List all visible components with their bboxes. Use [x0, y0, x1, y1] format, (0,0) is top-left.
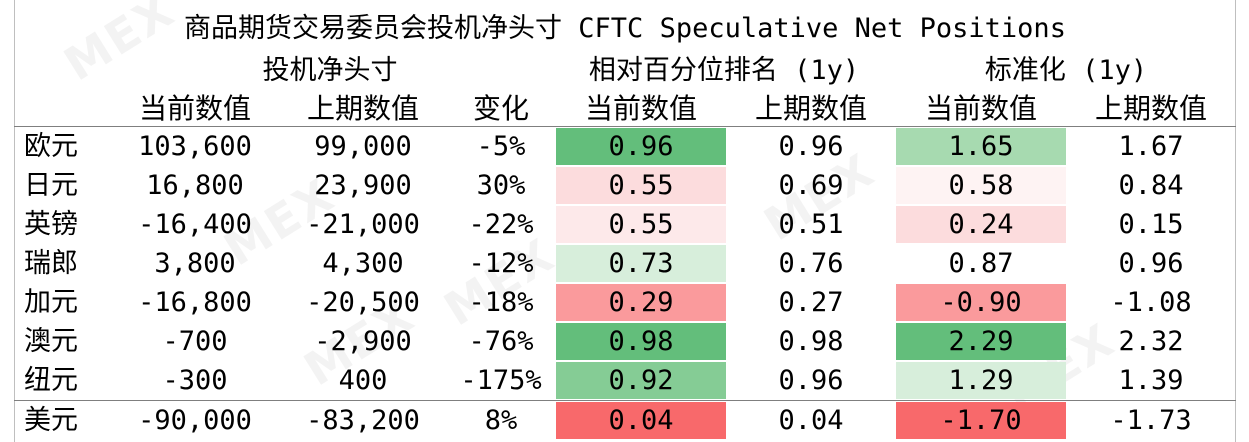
previous-value: -2,900 — [314, 326, 412, 357]
std-current: 1.29 — [896, 362, 1066, 399]
table-row: 日元 16,800 23,900 30% 0.55 0.69 0.58 0.84 — [14, 166, 1236, 205]
change-value: -5% — [476, 131, 526, 162]
group-header-net-positions: 投机净头寸 — [262, 55, 398, 86]
std-current: 2.29 — [896, 323, 1066, 360]
std-previous: 0.15 — [1118, 209, 1184, 240]
std-previous: -1.08 — [1110, 287, 1192, 318]
rank-previous: 0.27 — [778, 287, 844, 318]
change-value: -22% — [468, 209, 534, 240]
rank-previous: 0.96 — [778, 365, 844, 396]
change-value: -175% — [460, 365, 542, 396]
group-header-standardized: 标准化 (1y) — [984, 55, 1148, 86]
rank-current: 0.92 — [556, 362, 726, 399]
rank-current: 0.04 — [556, 402, 726, 439]
rank-current: 0.98 — [556, 323, 726, 360]
std-current: 0.24 — [896, 206, 1066, 243]
currency-name: 加元 — [24, 287, 78, 318]
std-previous: 2.32 — [1118, 326, 1184, 357]
change-value: -12% — [468, 248, 534, 279]
previous-value: 400 — [338, 365, 388, 396]
current-value: 16,800 — [146, 170, 244, 201]
current-value: -700 — [162, 326, 228, 357]
change-value: -76% — [468, 326, 534, 357]
std-current: -0.90 — [896, 284, 1066, 321]
table-row: 英镑 -16,400 -21,000 -22% 0.55 0.51 0.24 0… — [14, 205, 1236, 244]
rank-current: 0.96 — [556, 128, 726, 165]
column-header-change: 变化 — [472, 92, 529, 125]
current-value: 3,800 — [154, 248, 236, 279]
table-row: 美元 -90,000 -83,200 8% 0.04 0.04 -1.70 -1… — [14, 401, 1236, 440]
rank-previous: 0.98 — [778, 326, 844, 357]
left-border — [14, 0, 15, 442]
previous-value: 4,300 — [322, 248, 404, 279]
std-current: -1.70 — [896, 402, 1066, 439]
table-title: 商品期货交易委员会投机净头寸 CFTC Speculative Net Posi… — [184, 13, 1066, 44]
right-border — [1235, 0, 1236, 442]
previous-value: 23,900 — [314, 170, 412, 201]
std-previous: 1.39 — [1118, 365, 1184, 396]
currency-name: 澳元 — [24, 326, 78, 357]
table-row: 澳元 -700 -2,900 -76% 0.98 0.98 2.29 2.32 — [14, 322, 1236, 361]
change-value: 30% — [476, 170, 526, 201]
column-header-previous-value: 上期数值 — [306, 92, 419, 125]
column-header-current-value: 当前数值 — [138, 92, 251, 125]
std-previous: -1.73 — [1110, 405, 1192, 436]
std-previous: 0.96 — [1118, 248, 1184, 279]
rank-current: 0.55 — [556, 206, 726, 243]
std-current: 0.58 — [896, 167, 1066, 204]
currency-name: 日元 — [24, 170, 78, 201]
rank-previous: 0.51 — [778, 209, 844, 240]
column-header-rank-previous: 上期数值 — [754, 92, 867, 125]
previous-value: 99,000 — [314, 131, 412, 162]
column-header-std-previous: 上期数值 — [1094, 92, 1207, 125]
std-previous: 1.67 — [1118, 131, 1184, 162]
std-current: 1.65 — [896, 128, 1066, 165]
currency-name: 美元 — [24, 405, 78, 436]
group-header-percentile-rank: 相对百分位排名 (1y) — [588, 55, 860, 86]
previous-value: -20,500 — [306, 287, 420, 318]
table-row: 瑞郎 3,800 4,300 -12% 0.73 0.76 0.87 0.96 — [14, 244, 1236, 283]
rank-previous: 0.76 — [778, 248, 844, 279]
std-previous: 0.84 — [1118, 170, 1184, 201]
table-row: 纽元 -300 400 -175% 0.92 0.96 1.29 1.39 — [14, 361, 1236, 400]
rank-current: 0.55 — [556, 167, 726, 204]
rank-previous: 0.69 — [778, 170, 844, 201]
header-divider — [14, 126, 1236, 127]
rank-current: 0.29 — [556, 284, 726, 321]
change-value: -18% — [468, 287, 534, 318]
current-value: -90,000 — [138, 405, 252, 436]
column-header-rank-current: 当前数值 — [584, 92, 697, 125]
column-header-std-current: 当前数值 — [924, 92, 1037, 125]
previous-value: -21,000 — [306, 209, 420, 240]
current-value: 103,600 — [138, 131, 252, 162]
table-row: 欧元 103,600 99,000 -5% 0.96 0.96 1.65 1.6… — [14, 127, 1236, 166]
change-value: 8% — [484, 405, 518, 436]
table-row: 加元 -16,800 -20,500 -18% 0.29 0.27 -0.90 … — [14, 283, 1236, 322]
usd-row-divider — [14, 400, 1236, 401]
currency-name: 纽元 — [24, 365, 78, 396]
rank-previous: 0.04 — [778, 405, 844, 436]
rank-current: 0.73 — [556, 245, 726, 282]
previous-value: -83,200 — [306, 405, 420, 436]
current-value: -16,800 — [138, 287, 252, 318]
currency-name: 英镑 — [24, 209, 78, 240]
current-value: -300 — [162, 365, 228, 396]
currency-name: 欧元 — [24, 131, 78, 162]
std-current: 0.87 — [948, 248, 1014, 279]
rank-previous: 0.96 — [778, 131, 844, 162]
current-value: -16,400 — [138, 209, 252, 240]
currency-name: 瑞郎 — [24, 248, 78, 279]
